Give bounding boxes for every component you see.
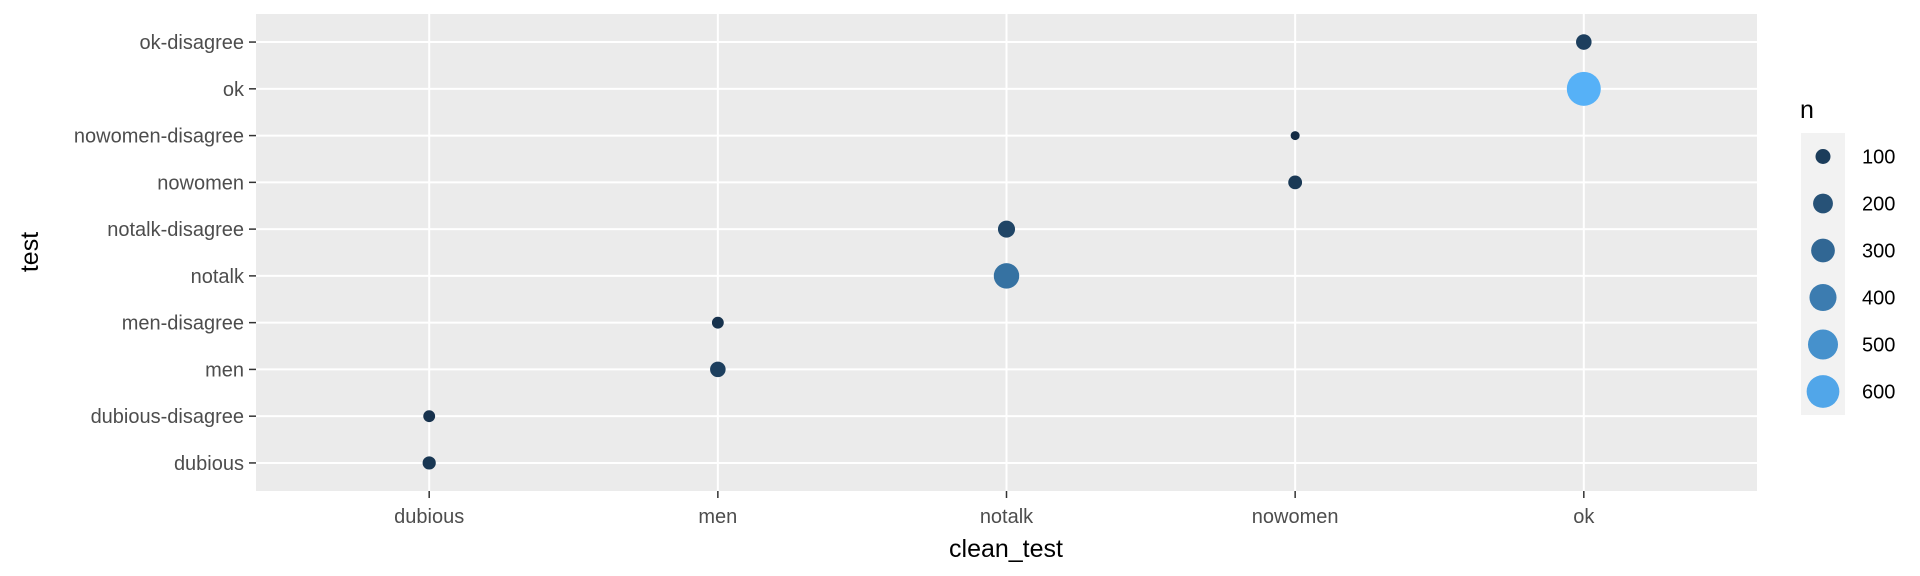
legend-key xyxy=(1813,193,1833,214)
x-axis-ticks: dubious men notalk nowomen ok xyxy=(394,491,1595,528)
y-tick-label: men-disagree xyxy=(122,313,244,335)
data-point xyxy=(422,456,436,470)
y-tick-label: notalk-disagree xyxy=(107,219,244,241)
x-tick-label: dubious xyxy=(394,506,464,528)
data-point xyxy=(1576,34,1592,50)
legend-label: 100 xyxy=(1862,147,1895,169)
data-point xyxy=(711,316,724,329)
legend-key xyxy=(1815,149,1831,164)
x-tick-label: nowomen xyxy=(1252,506,1339,528)
data-point xyxy=(993,263,1020,289)
legend-label: 600 xyxy=(1862,382,1895,404)
x-tick-label: notalk xyxy=(980,506,1034,528)
x-tick-label: men xyxy=(698,506,737,528)
x-axis-title: clean_test xyxy=(949,535,1063,563)
legend-label: 200 xyxy=(1862,194,1895,216)
data-point xyxy=(1290,131,1300,141)
data-point xyxy=(1566,71,1601,106)
legend-key-background xyxy=(1801,133,1845,415)
y-axis-ticks: dubious dubious-disagree men men-disagree no… xyxy=(74,32,256,475)
legend-key xyxy=(1809,283,1837,312)
legend-label: 300 xyxy=(1862,241,1895,263)
y-tick-label: notalk xyxy=(191,266,245,288)
y-tick-label: nowomen-disagree xyxy=(74,126,244,148)
legend: n 100 200 300 400 500 600 xyxy=(1800,96,1895,415)
data-point xyxy=(423,410,436,423)
y-tick-label: ok xyxy=(223,79,245,101)
y-tick-label: ok-disagree xyxy=(139,32,244,54)
y-tick-label: dubious xyxy=(174,453,244,475)
x-tick-label: ok xyxy=(1573,506,1595,528)
legend-label: 500 xyxy=(1862,335,1895,357)
legend-key xyxy=(1806,375,1840,408)
legend-key xyxy=(1811,238,1835,263)
y-axis-title: test xyxy=(16,232,44,272)
data-point xyxy=(997,220,1016,238)
y-tick-label: dubious-disagree xyxy=(91,406,244,428)
data-point xyxy=(710,361,726,378)
y-tick-label: men xyxy=(205,359,244,381)
legend-title: n xyxy=(1800,96,1814,124)
y-tick-label: nowomen xyxy=(157,172,244,194)
data-point xyxy=(1288,175,1303,190)
legend-key xyxy=(1807,329,1839,360)
data-points xyxy=(422,34,1601,470)
legend-label: 400 xyxy=(1862,288,1895,310)
